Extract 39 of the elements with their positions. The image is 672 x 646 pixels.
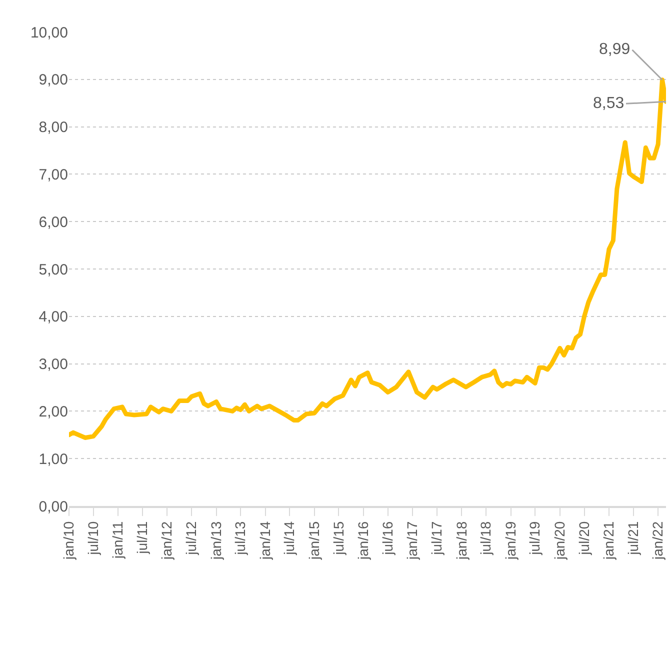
y-tick-label: 1,00 — [38, 450, 68, 468]
y-tick-label: 2,00 — [38, 403, 68, 420]
x-tick-label: jan/15 — [306, 521, 322, 561]
y-tick-label: 6,00 — [38, 214, 68, 231]
x-tick-label: jul/18 — [478, 521, 494, 556]
annotation: 8,53 — [593, 95, 624, 112]
x-tick-label: jul/10 — [84, 521, 101, 556]
x-tick-label: jan/19 — [502, 521, 518, 561]
x-tick-label: jul/11 — [134, 521, 150, 555]
x-tick-label: jul/17 — [428, 521, 445, 556]
x-tick-label: jan/11 — [110, 521, 126, 560]
x-tick-label: jan/16 — [355, 521, 372, 561]
x-tick-label: jan/10 — [60, 521, 77, 561]
y-tick-label: 4,00 — [38, 308, 68, 326]
y-tick-label: 9,00 — [38, 72, 68, 89]
x-tick-label: jan/12 — [158, 521, 175, 561]
x-tick-label: jul/16 — [379, 521, 396, 556]
y-tick-label: 10,00 — [30, 24, 68, 42]
x-tick-label: jan/18 — [453, 521, 470, 561]
x-tick-label: jul/12 — [183, 521, 200, 556]
x-tick-label: jan/17 — [404, 521, 420, 561]
x-tick-label: jan/21 — [600, 521, 617, 561]
annotation: 8,99 — [599, 41, 630, 58]
x-tick-label: jul/21 — [624, 521, 641, 556]
line-series — [69, 78, 666, 440]
x-tick-label: jul/19 — [526, 521, 543, 556]
y-tick-label: 5,00 — [38, 261, 68, 278]
y-tick-label: 7,00 — [38, 166, 68, 184]
y-tick-label: 8,00 — [38, 119, 68, 136]
y-tick-label: 0,00 — [38, 498, 68, 516]
x-tick-label: jan/14 — [256, 521, 273, 561]
x-tick-label: jul/13 — [232, 521, 248, 556]
x-tick-label: jul/15 — [330, 521, 346, 556]
x-tick-label: jul/14 — [281, 521, 298, 556]
x-tick-label: jan/22 — [650, 521, 666, 561]
y-tick-label: 3,00 — [38, 356, 68, 374]
x-tick-label: jan/20 — [551, 521, 568, 561]
x-tick-label: jul/20 — [576, 521, 592, 556]
x-tick-label: jan/13 — [208, 521, 224, 561]
